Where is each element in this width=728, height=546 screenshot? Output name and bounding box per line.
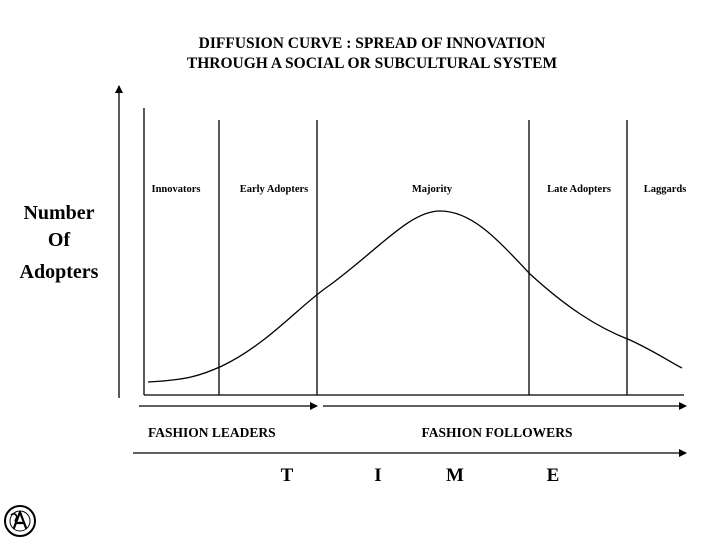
segment-label-laggards: Laggards xyxy=(644,184,687,195)
y-axis-label-line-2: Of xyxy=(48,229,71,251)
title-line-1: DIFFUSION CURVE : SPREAD OF INNOVATION xyxy=(199,35,546,52)
title-line-2: THROUGH A SOCIAL OR SUBCULTURAL SYSTEM xyxy=(187,55,558,72)
segment-label-majority: Majority xyxy=(412,184,453,195)
time-letter-m: M xyxy=(446,465,464,486)
fashion-leaders-label: FASHION LEADERS xyxy=(148,425,276,440)
segment-label-early-adopters: Early Adopters xyxy=(240,184,309,195)
diffusion-curve xyxy=(147,210,683,383)
y-axis-label-line-3: Adopters xyxy=(20,261,99,283)
y-axis-label-line-1: Number xyxy=(23,202,94,224)
fashion-followers-label: FASHION FOLLOWERS xyxy=(422,425,573,440)
time-letter-i: I xyxy=(374,465,381,486)
segment-label-innovators: Innovators xyxy=(151,184,200,195)
time-letter-t: T xyxy=(281,465,294,486)
time-letter-e: E xyxy=(547,465,560,486)
segment-label-late-adopters: Late Adopters xyxy=(547,184,611,195)
publisher-logo xyxy=(4,505,36,537)
